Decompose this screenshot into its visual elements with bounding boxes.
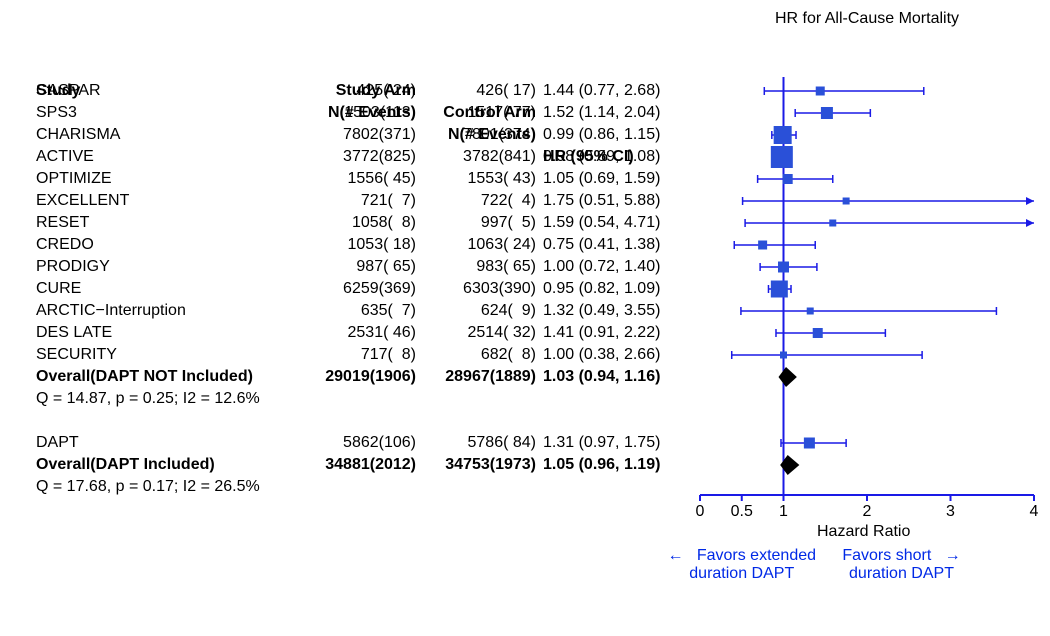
control-arm-n: 3782(841) [416,146,536,168]
control-arm-n: 722( 4) [416,190,536,212]
study-name: Q = 14.87, p = 0.25; I2 = 12.6% [36,388,296,410]
study-name: DES LATE [36,322,296,344]
control-arm-n: 6303(390) [416,278,536,300]
x-tick-label: 1 [772,503,796,521]
control-arm-n: 1553( 43) [416,168,536,190]
control-arm-n: 997( 5) [416,212,536,234]
control-arm-n: 28967(1889) [416,366,536,388]
control-arm-n: 426( 17) [416,80,536,102]
plot-title: HR for All-Cause Mortality [700,10,1034,28]
study-name: ACTIVE [36,146,296,168]
study-arm-n: 2531( 46) [296,322,416,344]
study-arm-n: 987( 65) [296,256,416,278]
study-arm-n: 717( 8) [296,344,416,366]
control-arm-n: 1517( 77) [416,102,536,124]
control-arm-n: 983( 65) [416,256,536,278]
arrow-left-icon: ← [667,547,683,564]
favors-right-text: Favors short → duration DAPT [792,547,1012,583]
control-arm-n: 1063( 24) [416,234,536,256]
control-arm-n: 34753(1973) [416,454,536,476]
study-name: CASPAR [36,80,296,102]
study-name: Overall(DAPT Included) [36,454,296,476]
study-arm-n: 1058( 8) [296,212,416,234]
control-arm-n: 2514( 32) [416,322,536,344]
study-arm-n: 1556( 45) [296,168,416,190]
study-name: EXCELLENT [36,190,296,212]
study-name: DAPT [36,432,296,454]
x-tick-label: 3 [939,503,963,521]
study-name: CURE [36,278,296,300]
control-arm-n: 7801(374) [416,124,536,146]
study-name: Q = 17.68, p = 0.17; I2 = 26.5% [36,476,296,498]
study-arm-n: 1053( 18) [296,234,416,256]
study-name: Overall(DAPT NOT Included) [36,366,296,388]
study-name: CHARISMA [36,124,296,146]
x-tick-label: 0.5 [730,503,754,521]
study-arm-n: 7802(371) [296,124,416,146]
control-arm-n: 682( 8) [416,344,536,366]
study-arm-n: 721( 7) [296,190,416,212]
study-arm-n: 34881(2012) [296,454,416,476]
study-name: SECURITY [36,344,296,366]
study-arm-n: 29019(1906) [296,366,416,388]
study-arm-n: 425( 24) [296,80,416,102]
study-arm-n: 3772(825) [296,146,416,168]
x-tick-label: 2 [855,503,879,521]
arrow-right-icon: → [945,547,961,564]
x-tick-label: 0 [688,503,712,521]
forest-plot-area [700,52,1034,552]
study-name: RESET [36,212,296,234]
study-arm-n: 635( 7) [296,300,416,322]
study-arm-n: 1503(113) [296,102,416,124]
forest-plot-figure: HR for All-Cause Mortality Study Arm Con… [0,0,1050,636]
study-name: CREDO [36,234,296,256]
x-tick-label: 4 [1022,503,1046,521]
control-arm-n: 624( 9) [416,300,536,322]
study-arm-n: 5862(106) [296,432,416,454]
study-name: SPS3 [36,102,296,124]
study-name: PRODIGY [36,256,296,278]
control-arm-n: 5786( 84) [416,432,536,454]
study-name: ARCTIC−Interruption [36,300,296,322]
x-axis-label: Hazard Ratio [817,523,910,541]
study-arm-n: 6259(369) [296,278,416,300]
study-name: OPTIMIZE [36,168,296,190]
